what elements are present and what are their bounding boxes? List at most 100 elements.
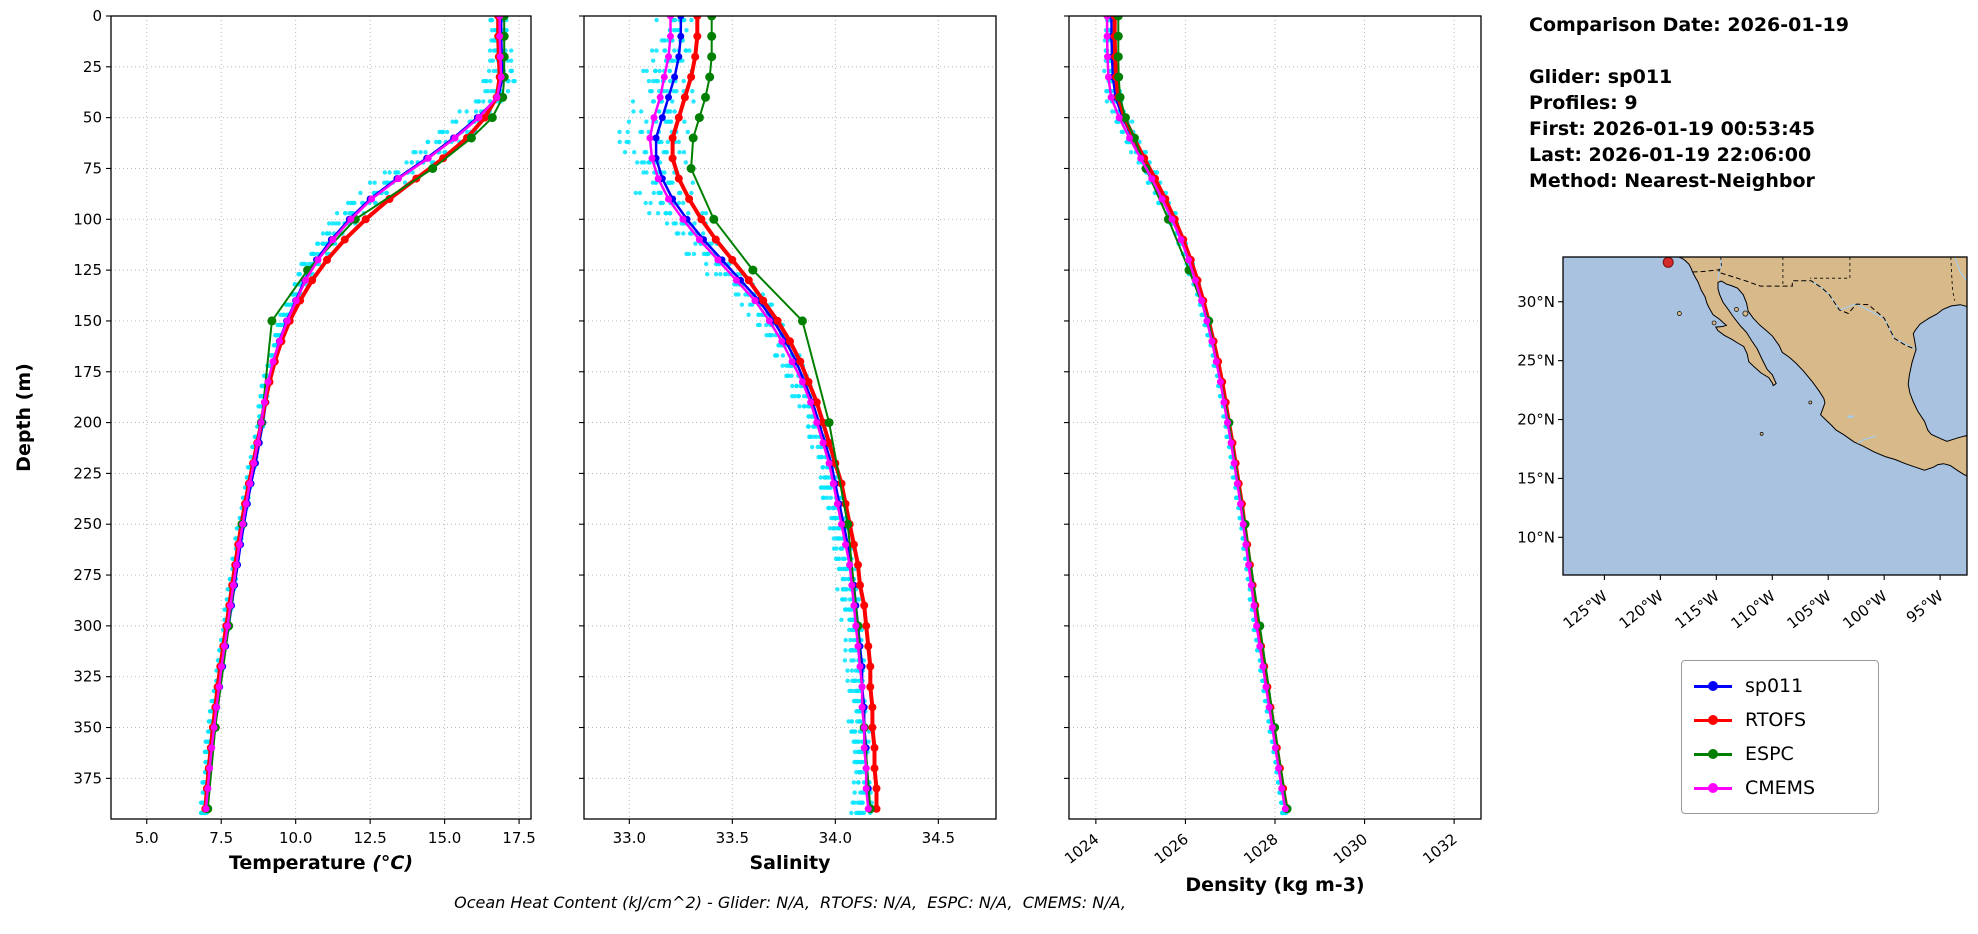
lat-tick-label: 15°N	[1517, 469, 1555, 487]
lat-tick-label: 10°N	[1517, 528, 1555, 546]
land-mexico-us	[1678, 257, 1967, 477]
y-tick-label: 75	[83, 159, 102, 177]
map-frame	[1562, 256, 1968, 576]
island	[1759, 432, 1764, 436]
us-mexico-border	[1692, 269, 1917, 350]
lat-tick-label: 30°N	[1517, 293, 1555, 311]
series-line	[1105, 16, 1287, 810]
river	[1954, 257, 1967, 282]
x-tick-label: 1024	[1061, 830, 1102, 868]
lon-tick-label: 95°W	[1903, 587, 1947, 627]
lake	[1847, 415, 1855, 418]
legend-item-rtofs: RTOFS	[1694, 703, 1866, 737]
y-tick-label: 150	[73, 312, 102, 330]
y-axis-label: Depth (m)	[13, 363, 35, 472]
series-CMEMS	[646, 16, 872, 813]
temperature-chart: 5.0 7.5 10.0 12.5 15.0 17.5 0 25 50 75 100 125 150 17…	[13, 7, 536, 874]
legend-label: RTOFS	[1745, 709, 1807, 731]
x-tick-label: 1030	[1330, 830, 1371, 868]
island	[1808, 400, 1813, 405]
x-tick-label: 34.0	[819, 829, 852, 847]
x-axis-label: Temperature (°C)	[229, 852, 413, 874]
y-tick-label: 25	[83, 58, 102, 76]
plot-frame	[110, 15, 532, 820]
y-tick-label: 200	[73, 414, 102, 432]
series-line	[204, 16, 503, 809]
comparison-date: Comparison Date: 2026-01-19	[1529, 14, 1849, 36]
y-tick-label: 175	[73, 363, 102, 381]
legend-label: ESPC	[1745, 743, 1794, 765]
lon-tick-label: 115°W	[1672, 587, 1723, 633]
island	[1677, 311, 1682, 316]
series-line	[670, 16, 879, 809]
lon-tick-label: 120°W	[1616, 587, 1667, 633]
legend-line-marker-icon	[1694, 748, 1732, 760]
lon-tick-label: 100°W	[1839, 587, 1890, 633]
legend-line-marker-icon	[1694, 714, 1732, 726]
series-line	[1112, 16, 1289, 810]
location-map: 30°N 25°N 20°N 15°N 10°N 125°W 120°W 115°W 110°W…	[1517, 256, 1968, 633]
lon-tick-label: 125°W	[1560, 587, 1611, 633]
lon-tick-label: 110°W	[1727, 587, 1778, 633]
axis-ticks: 1024 1026 1028 1030 1032	[1061, 15, 1461, 868]
glider-name: Glider: sp011	[1529, 66, 1673, 88]
y-tick-label: 300	[73, 617, 102, 635]
series-CMEMS	[1103, 16, 1289, 813]
river	[1856, 435, 1877, 444]
x-tick-label: 15.0	[428, 829, 461, 847]
y-tick-label: 225	[73, 464, 102, 482]
legend-line-marker-icon	[1694, 680, 1732, 692]
lon-tick-label: 105°W	[1783, 587, 1834, 633]
comparison-method: Method: Nearest-Neighbor	[1529, 170, 1815, 192]
x-tick-label: 10.0	[279, 829, 312, 847]
x-tick-label: 1032	[1419, 830, 1460, 868]
river	[1717, 257, 1722, 280]
lat-tick-label: 25°N	[1517, 352, 1555, 370]
series-line	[690, 16, 872, 809]
map-canvas	[1563, 257, 1967, 575]
series-CMEMS	[202, 16, 505, 813]
axis-ticks: 33.0 33.5 34.0 34.5	[579, 15, 955, 847]
x-tick-label: 5.0	[135, 829, 159, 847]
x-tick-label: 12.5	[353, 829, 386, 847]
y-tick-label: 100	[73, 210, 102, 228]
series-sp011	[652, 16, 872, 813]
y-tick-label: 250	[73, 515, 102, 533]
x-axis-label: Salinity	[749, 852, 831, 874]
y-tick-label: 125	[73, 261, 102, 279]
info-block: Comparison Date: 2026-01-19 Glider: sp01…	[1529, 12, 1849, 194]
density-chart: 1024 1026 1028 1030 1032 Density (kg m-3)	[1061, 15, 1482, 896]
x-axis-label: Density (kg m-3)	[1185, 874, 1364, 896]
legend-item-cmems: CMEMS	[1694, 771, 1866, 805]
axis-ticks: 5.0 7.5 10.0 12.5 15.0 17.5 0 25 50 75 100 125 150 17…	[73, 7, 535, 847]
x-tick-label: 1028	[1240, 830, 1281, 868]
salinity-chart: 33.0 33.5 34.0 34.5 Salinity	[579, 15, 997, 874]
info-spacer	[1529, 38, 1849, 64]
x-tick-label: 33.0	[613, 829, 646, 847]
series-line	[654, 16, 870, 809]
y-tick-label: 375	[73, 769, 102, 787]
gridlines	[584, 15, 996, 819]
island	[1734, 307, 1739, 312]
glider-position-marker	[1662, 257, 1674, 268]
legend-label: sp011	[1745, 675, 1804, 697]
legend: sp011 RTOFS ESPC CMEMS	[1681, 660, 1879, 814]
ohc-caption: Ocean Heat Content (kJ/cm^2) - Glider: N…	[454, 893, 1126, 912]
y-tick-label: 50	[83, 109, 102, 127]
island	[1711, 320, 1717, 326]
plot-frame	[583, 15, 997, 820]
last-profile-time: Last: 2026-01-19 22:06:00	[1529, 144, 1812, 166]
y-tick-label: 350	[73, 719, 102, 737]
legend-item-sp011: sp011	[1694, 669, 1866, 703]
series-RTOFS	[201, 16, 504, 813]
state-border	[1810, 257, 1851, 279]
series-line	[1117, 16, 1289, 809]
x-tick-label: 33.5	[716, 829, 749, 847]
x-tick-label: 7.5	[209, 829, 233, 847]
series-ESPC	[686, 16, 875, 814]
legend-line-marker-icon	[1694, 782, 1732, 794]
x-tick-label: 1026	[1151, 830, 1192, 868]
y-tick-label: 325	[73, 668, 102, 686]
